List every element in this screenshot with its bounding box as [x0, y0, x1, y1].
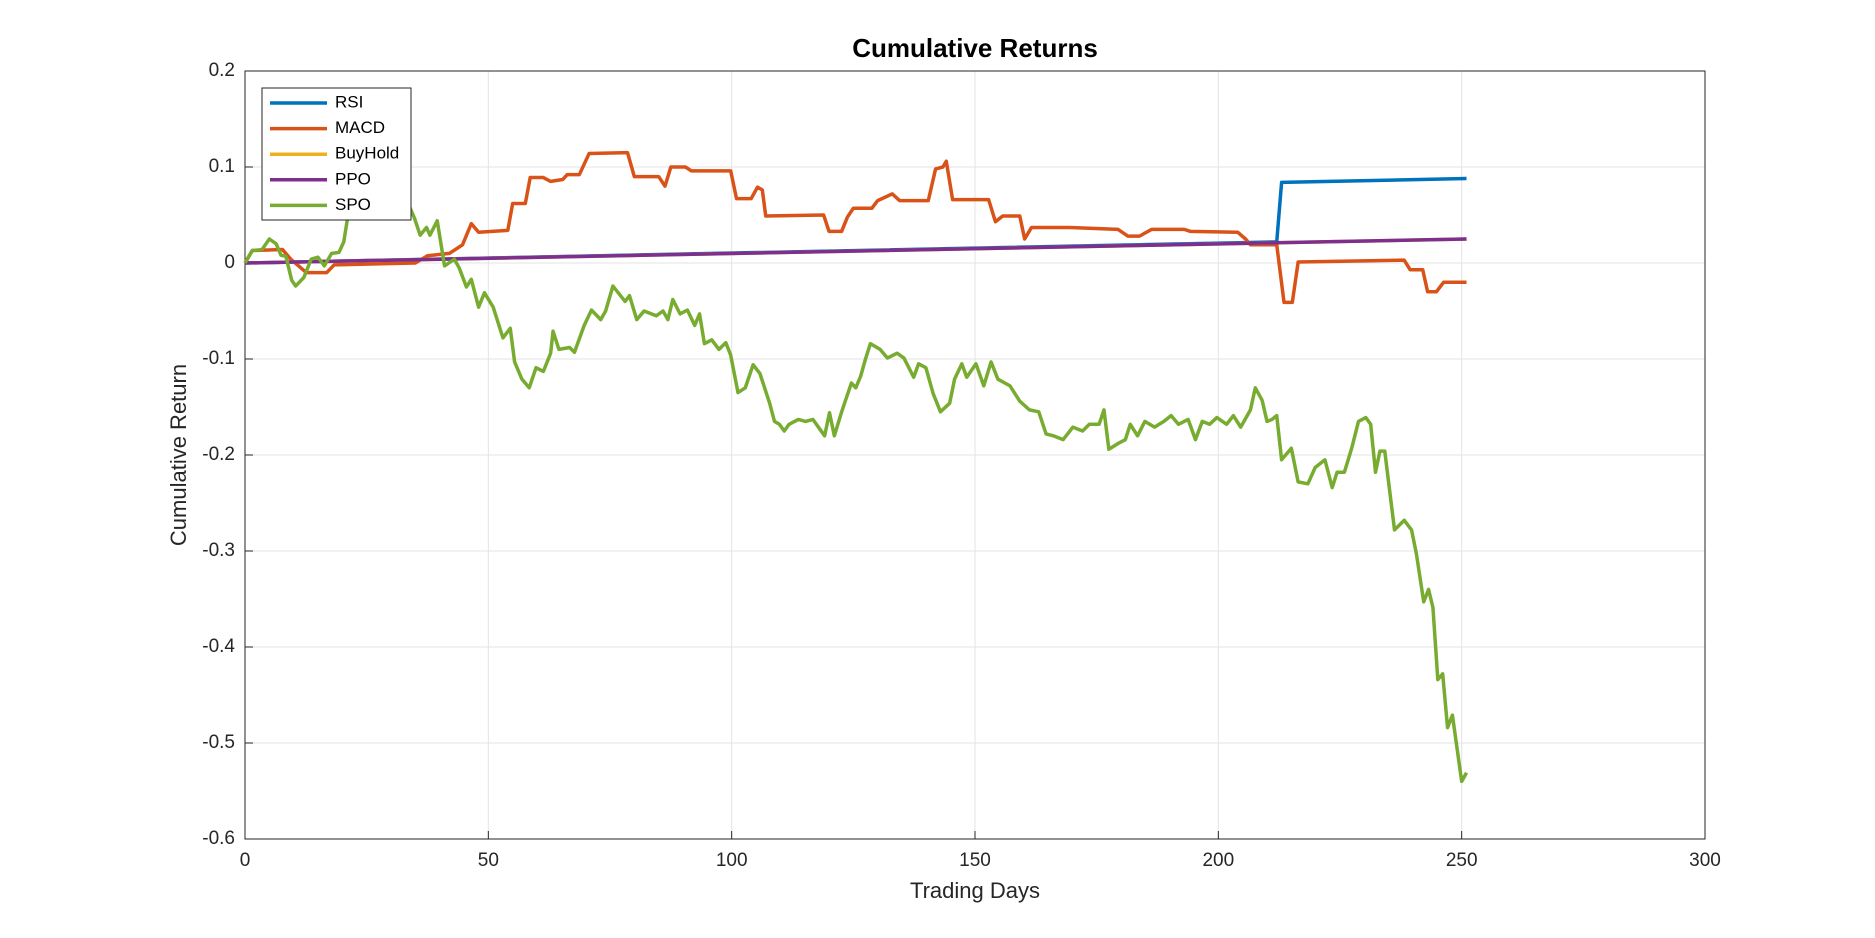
legend-label: BuyHold	[335, 144, 399, 163]
y-tick-label: -0.1	[202, 348, 235, 369]
x-tick-label: 300	[1689, 850, 1721, 871]
series-line	[244, 237, 1467, 265]
y-axis-label: Cumulative Return	[166, 364, 191, 546]
legend-label: SPO	[335, 195, 371, 214]
x-tick-label: 200	[1202, 850, 1234, 871]
x-tick-label: 0	[240, 850, 251, 871]
legend-label: MACD	[335, 118, 385, 137]
chart-title: Cumulative Returns	[852, 33, 1098, 63]
x-tick-label: 250	[1446, 850, 1478, 871]
x-tick-label: 100	[716, 850, 748, 871]
y-tick-label: -0.6	[202, 828, 235, 849]
axes-box	[244, 70, 1706, 840]
x-tick-label: 150	[959, 850, 991, 871]
y-tick-label: 0.1	[209, 156, 235, 177]
series-line	[243, 194, 1469, 784]
y-tick-label: -0.3	[202, 540, 235, 561]
x-tick-label: 50	[478, 850, 499, 871]
y-tick-label: -0.5	[202, 732, 235, 753]
legend-label: PPO	[335, 169, 371, 188]
y-tick-label: -0.2	[202, 444, 235, 465]
legend: RSI MACD BuyHold PPO SPO	[261, 87, 412, 221]
y-tick-label: 0.2	[209, 60, 235, 81]
x-axis-label: Trading Days	[910, 878, 1040, 903]
y-tick-label: 0	[224, 252, 235, 273]
series-line	[243, 150, 1467, 305]
legend-label: RSI	[335, 92, 363, 111]
y-tick-label: -0.4	[202, 636, 235, 657]
